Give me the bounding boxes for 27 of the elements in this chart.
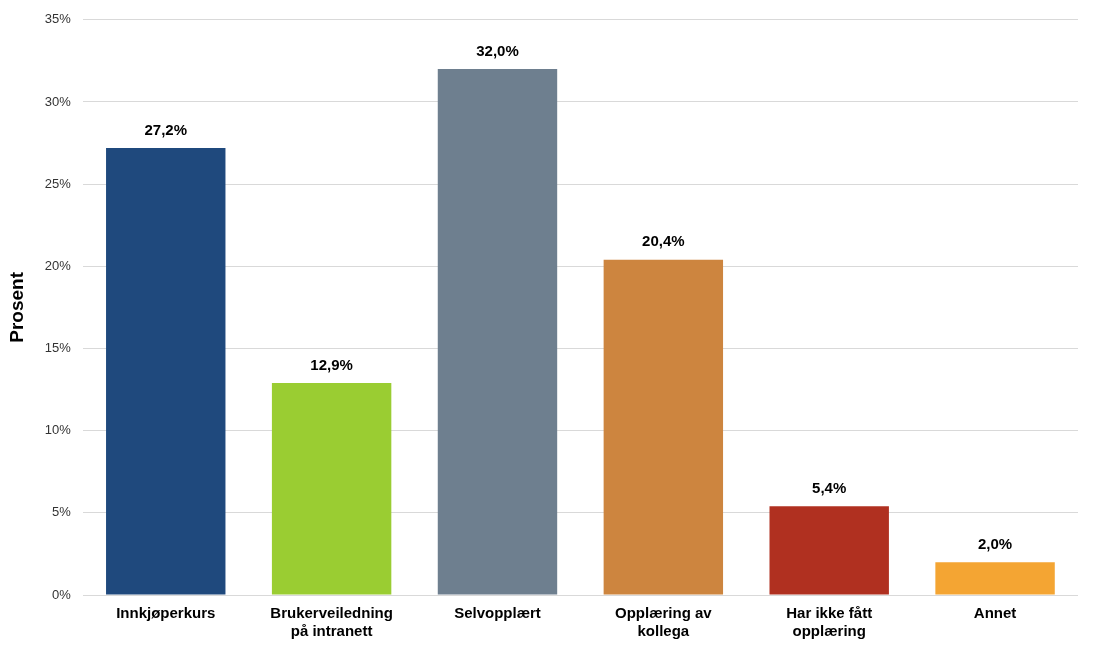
y-tick-label: 5%	[52, 504, 72, 520]
y-tick-label: 20%	[44, 257, 72, 273]
bar	[437, 69, 558, 595]
data-label: 2,0%	[977, 534, 1013, 552]
x-tick-label: Innkjøperkurs	[116, 604, 216, 622]
x-tick-label: Brukerveiledning på intranett	[270, 604, 393, 640]
y-tick-label: 25%	[44, 175, 72, 191]
data-label: 32,0%	[476, 41, 519, 59]
y-tick-label: 0%	[52, 586, 72, 602]
bar	[769, 506, 889, 595]
data-label: 12,9%	[310, 355, 353, 373]
x-tick-label: Annet	[973, 604, 1017, 622]
bar	[106, 147, 226, 595]
x-tick-label: Har ikke fått opplæring	[786, 604, 873, 640]
bar	[935, 562, 1055, 595]
y-axis-title: Prosent	[5, 271, 27, 343]
x-tick-label: Opplæring av kollega	[615, 604, 713, 640]
data-label: 5,4%	[812, 478, 847, 496]
bar	[271, 383, 392, 595]
y-tick-label: 10%	[44, 422, 72, 438]
bar	[603, 259, 724, 595]
data-label: 20,4%	[642, 232, 685, 250]
y-tick-label: 35%	[44, 11, 72, 27]
y-tick-label: 15%	[44, 340, 72, 356]
y-tick-label: 30%	[44, 93, 72, 109]
x-tick-label: Selvopplært	[454, 604, 541, 622]
data-label: 27,2%	[144, 120, 188, 138]
